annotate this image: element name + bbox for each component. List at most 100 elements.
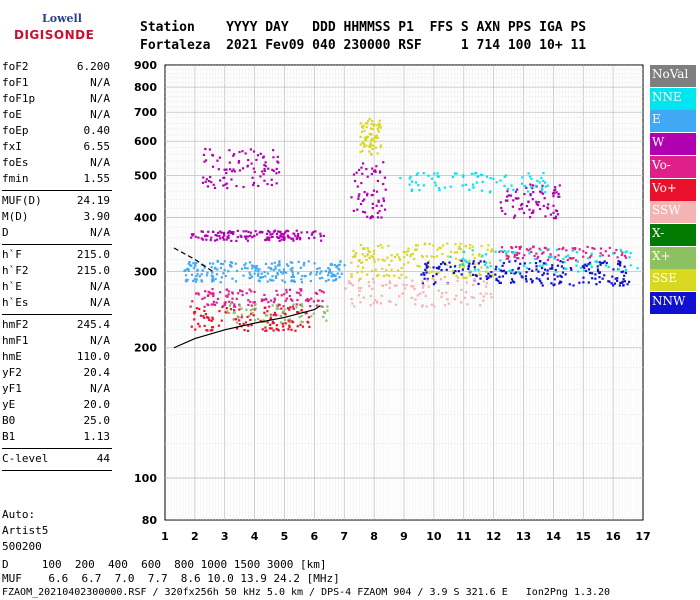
echo-point: [452, 271, 456, 275]
param-row: hmE 110.0: [2, 350, 110, 366]
echo-point: [219, 266, 223, 270]
echo-point: [565, 267, 568, 271]
echo-point: [594, 277, 597, 280]
echo-point: [425, 271, 428, 274]
echo-point: [477, 268, 480, 271]
echo-point: [523, 262, 526, 265]
echo-point: [253, 290, 256, 294]
logo-digisonde: DIGISONDE: [14, 28, 95, 42]
echo-point: [192, 279, 195, 282]
echo-point: [358, 168, 361, 172]
echo-point: [204, 234, 208, 237]
echo-point: [472, 260, 475, 263]
echo-point: [505, 199, 508, 202]
echo-point: [208, 148, 211, 151]
echo-point: [350, 298, 353, 301]
echo-point: [471, 245, 474, 248]
echo-point: [209, 329, 212, 332]
echo-point: [427, 285, 430, 288]
echo-point: [212, 293, 215, 296]
echo-point: [599, 255, 602, 258]
echo-point: [462, 267, 465, 270]
echo-point: [513, 253, 516, 257]
echo-point: [204, 313, 208, 316]
header-values: Fortaleza 2021 Fev09 040 230000 RSF 1 71…: [140, 38, 587, 53]
echo-point: [364, 122, 368, 125]
echo-point: [372, 256, 375, 259]
echo-point: [279, 321, 283, 324]
echo-point: [189, 305, 192, 308]
echo-point: [556, 264, 560, 267]
echo-point: [481, 174, 484, 177]
echo-point: [225, 172, 228, 175]
echo-point: [238, 303, 241, 306]
echo-point: [552, 211, 555, 214]
echo-point: [427, 174, 430, 177]
echo-point: [206, 294, 210, 298]
echo-point: [273, 311, 277, 315]
echo-point: [433, 305, 436, 308]
echo-point: [482, 280, 485, 283]
echo-point: [289, 268, 292, 271]
echo-point: [263, 179, 266, 182]
echo-point: [426, 265, 429, 268]
echo-point: [376, 152, 379, 155]
echo-point: [449, 255, 452, 258]
echo-point: [252, 265, 255, 268]
echo-point: [238, 308, 241, 311]
echo-point: [531, 281, 534, 284]
echo-point: [347, 280, 351, 283]
file-info-row: FZAOM_20210402300000.RSF / 320fx256h 50 …: [2, 587, 611, 598]
echo-point: [588, 261, 592, 264]
echo-point: [352, 255, 355, 259]
echo-point: [388, 263, 391, 267]
echo-point: [501, 270, 504, 273]
echo-point: [372, 302, 375, 305]
echo-point: [460, 273, 463, 276]
echo-point: [296, 298, 299, 302]
echo-point: [250, 304, 253, 307]
echo-point: [276, 328, 279, 331]
echo-point: [499, 281, 502, 284]
echo-point: [269, 268, 273, 271]
echo-point: [443, 275, 446, 279]
echo-point: [539, 190, 542, 193]
echo-point: [458, 263, 462, 266]
y-tick-label: 900: [134, 59, 157, 72]
echo-point: [558, 184, 561, 187]
echo-point: [251, 236, 254, 239]
echo-point: [462, 276, 465, 279]
echo-point: [366, 253, 369, 256]
echo-point: [245, 230, 248, 233]
echo-point: [263, 169, 266, 173]
echo-point: [420, 273, 423, 276]
echo-point: [211, 316, 214, 319]
echo-point: [245, 308, 248, 311]
echo-point: [237, 292, 240, 295]
echo-point: [490, 250, 493, 253]
echo-point: [366, 247, 370, 250]
echo-point: [201, 230, 204, 233]
echo-point: [494, 250, 497, 253]
echo-point: [553, 257, 556, 260]
echo-point: [541, 273, 544, 277]
echo-point: [252, 150, 256, 153]
echo-point: [232, 311, 235, 315]
echo-point: [357, 260, 361, 263]
echo-point: [435, 255, 439, 258]
echo-point: [556, 275, 559, 278]
echo-point: [445, 268, 448, 271]
echo-point: [206, 303, 209, 306]
echo-point: [400, 273, 403, 276]
echo-point: [229, 308, 233, 311]
echo-point: [386, 256, 389, 259]
echo-point: [625, 250, 628, 253]
echo-point: [246, 329, 250, 332]
echo-point: [263, 271, 266, 274]
echo-point: [412, 285, 415, 288]
echo-point: [498, 281, 501, 284]
legend-item: NoVal: [650, 65, 696, 87]
echo-point: [420, 254, 423, 257]
echo-point: [216, 260, 219, 263]
